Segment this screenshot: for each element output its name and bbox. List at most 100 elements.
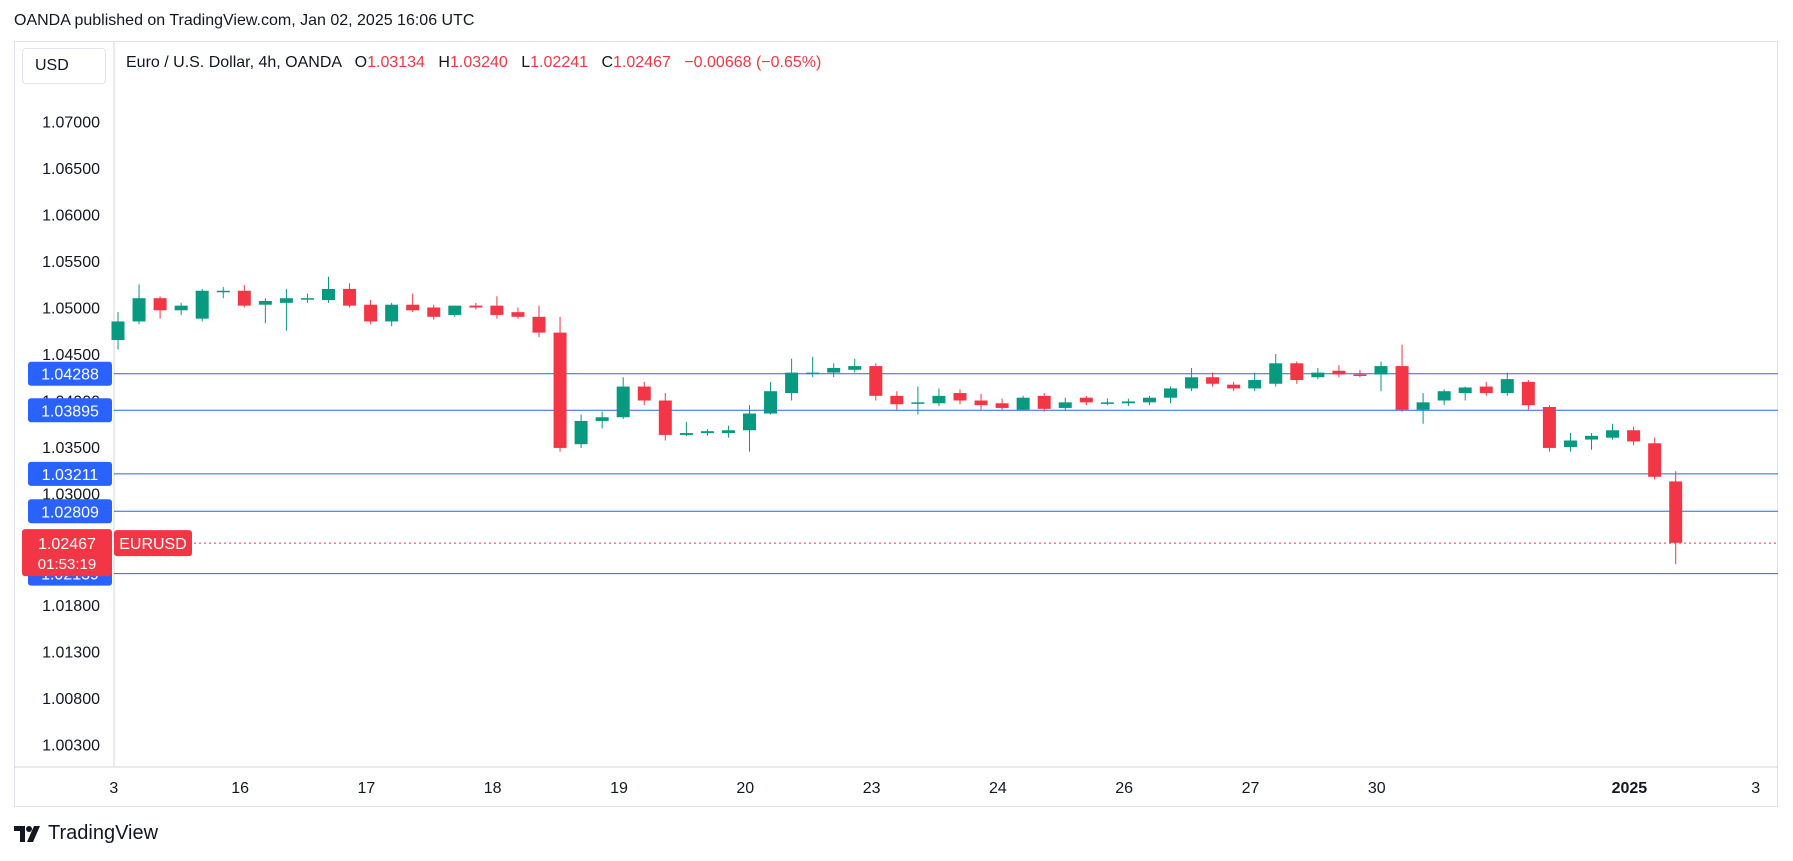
- candle-up: [1437, 391, 1451, 401]
- candle-up: [111, 321, 125, 341]
- candle-down: [890, 395, 904, 405]
- candle-down: [1542, 407, 1556, 448]
- y-tick-label: 1.05500: [42, 254, 100, 271]
- candle-up: [827, 367, 841, 373]
- candle-up: [1416, 402, 1430, 410]
- y-tick-label: 1.03000: [42, 487, 100, 504]
- candle-up: [1311, 372, 1325, 378]
- candle-up: [721, 430, 735, 434]
- candle-down: [490, 305, 504, 315]
- candle-up: [1248, 380, 1262, 389]
- candle-down: [1669, 481, 1683, 543]
- x-tick-label: 20: [736, 780, 754, 797]
- candle-down: [553, 332, 567, 448]
- candle-up: [1269, 363, 1283, 384]
- candle-up: [700, 431, 714, 434]
- x-tick-label: 3: [109, 780, 118, 797]
- publisher-caption: OANDA published on TradingView.com, Jan …: [14, 12, 475, 29]
- last-price-label: 1.02467: [38, 536, 96, 553]
- candle-up: [258, 300, 272, 305]
- candle-up: [911, 402, 925, 404]
- x-tick-label: 3: [1751, 780, 1760, 797]
- y-tick-label: 1.07000: [42, 115, 100, 132]
- candle-down: [1079, 397, 1093, 403]
- candle-up: [1164, 388, 1177, 398]
- close-value: 1.02467: [613, 54, 671, 71]
- y-tick-label: 1.06500: [42, 161, 100, 178]
- candle-down: [406, 304, 420, 311]
- level-badge: [28, 499, 112, 524]
- candle-up: [806, 372, 820, 375]
- candle-down: [364, 304, 378, 322]
- candle-down: [237, 290, 251, 306]
- change-value: −0.00668 (−0.65%): [684, 54, 822, 71]
- currency-button[interactable]: USD: [22, 48, 106, 84]
- candle-up: [932, 395, 946, 404]
- candle-down: [1290, 363, 1304, 381]
- candle-up: [1500, 379, 1514, 394]
- symbol-name: Euro / U.S. Dollar, 4h, OANDA: [126, 54, 342, 71]
- candle-down: [427, 307, 441, 317]
- symbol-badge-label: EURUSD: [119, 536, 187, 553]
- bar-countdown-label: 01:53:19: [38, 556, 96, 573]
- level-badge: [28, 461, 112, 486]
- candle-up: [1185, 377, 1199, 389]
- candle-up: [848, 366, 862, 370]
- candle-up: [1016, 397, 1030, 410]
- symbol-legend: Euro / U.S. Dollar, 4h, OANDA O1.03134 H…: [126, 54, 821, 72]
- candle-down: [1479, 386, 1493, 394]
- candle-down: [1353, 374, 1367, 376]
- y-tick-label: 1.05000: [42, 301, 100, 318]
- x-tick-label: 23: [863, 780, 881, 797]
- high-label: H: [438, 54, 450, 71]
- candle-down: [1521, 381, 1535, 406]
- candle-down: [153, 298, 167, 311]
- candle-down: [974, 400, 988, 406]
- last-price-badge: [22, 529, 112, 577]
- candle-up: [764, 391, 778, 414]
- candle-up: [1100, 402, 1114, 404]
- level-badge-label: 1.02809: [41, 504, 99, 521]
- candle-down: [1648, 443, 1662, 477]
- y-tick-label: 1.00300: [42, 738, 100, 755]
- candle-down: [532, 316, 546, 333]
- x-tick-label: 16: [231, 780, 249, 797]
- symbol-badge: [114, 530, 192, 557]
- candle-down: [343, 288, 357, 306]
- level-badge-label: 1.03211: [42, 467, 99, 484]
- candle-up: [1121, 401, 1135, 404]
- candle-up: [322, 288, 335, 301]
- candle-down: [1037, 395, 1051, 409]
- open-label: O: [354, 54, 368, 71]
- candle-up: [616, 386, 630, 418]
- level-badge-label: 1.03895: [41, 403, 99, 420]
- tradingview-logo[interactable]: TradingView: [14, 822, 158, 845]
- level-badge: [28, 398, 112, 423]
- candle-down: [469, 305, 483, 308]
- candle-up: [174, 305, 188, 311]
- candle-up: [279, 298, 293, 303]
- y-tick-label: 1.04500: [42, 347, 100, 364]
- low-label: L: [521, 54, 531, 71]
- x-tick-label: 18: [484, 780, 502, 797]
- candle-down: [1227, 384, 1241, 389]
- candle-down: [1627, 430, 1641, 442]
- candle-up: [1563, 440, 1577, 447]
- candle-up: [448, 305, 462, 315]
- y-tick-label: 1.01800: [42, 598, 100, 615]
- tradingview-logo-icon: [14, 825, 40, 842]
- candle-down: [869, 366, 883, 396]
- candle-up: [385, 304, 399, 322]
- candle-up: [595, 417, 609, 421]
- y-tick-label: 1.00800: [42, 691, 100, 708]
- low-value: 1.02241: [530, 54, 589, 71]
- candle-up: [300, 298, 314, 300]
- candle-up: [743, 413, 756, 431]
- candle-down: [637, 386, 651, 401]
- level-badge: [28, 361, 112, 386]
- close-label: C: [601, 54, 614, 71]
- candle-down: [1395, 366, 1409, 410]
- x-tick-label: 2025: [1612, 780, 1648, 797]
- x-tick-label: 17: [357, 780, 375, 797]
